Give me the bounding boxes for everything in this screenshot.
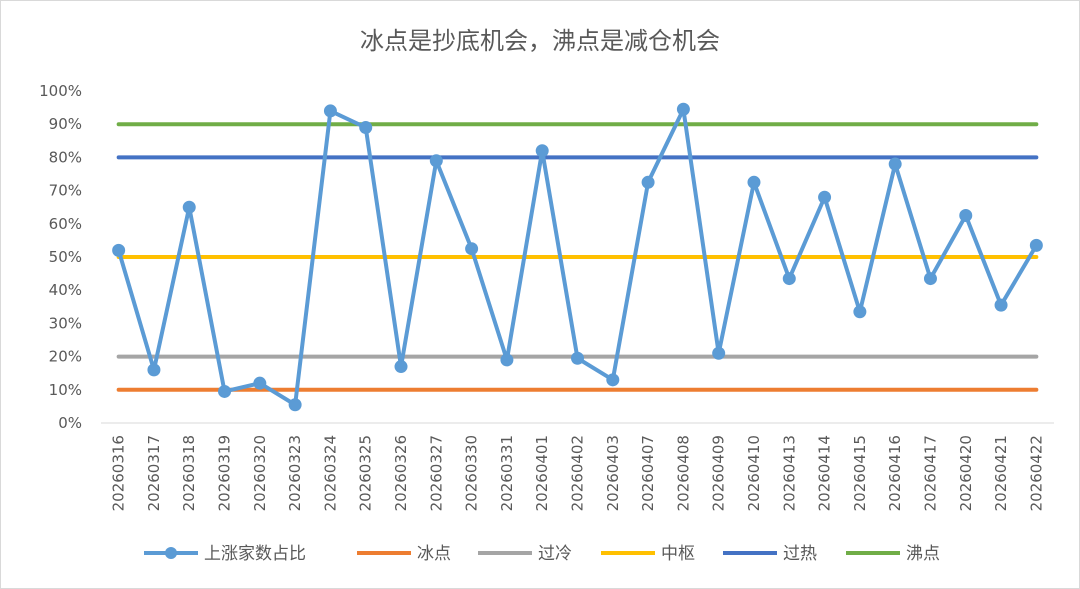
data-point <box>465 242 479 256</box>
data-point <box>959 209 973 222</box>
y-tick-label: 100% <box>39 82 82 100</box>
x-tick-label: 20260414 <box>816 435 834 511</box>
y-tick-label: 90% <box>49 115 82 133</box>
x-tick-label: 20260415 <box>851 435 869 511</box>
x-tick-label: 20260318 <box>180 435 198 511</box>
legend-label: 上涨家数占比 <box>204 544 306 564</box>
x-tick-label: 20260330 <box>463 435 481 511</box>
x-tick-label: 20260319 <box>216 435 234 511</box>
x-tick-label: 20260316 <box>110 435 128 511</box>
legend-label: 中枢 <box>661 544 695 564</box>
data-point <box>429 154 443 168</box>
x-tick-label: 20260331 <box>498 435 516 511</box>
x-tick-label: 20260403 <box>604 435 622 511</box>
legend-item: 冰点 <box>357 544 451 564</box>
y-tick-label: 40% <box>49 281 82 299</box>
x-tick-label: 20260402 <box>569 435 587 511</box>
legend-label: 过冷 <box>538 544 572 564</box>
x-tick-label: 20260325 <box>357 435 375 511</box>
y-tick-label: 60% <box>49 215 82 233</box>
data-point <box>535 144 549 158</box>
x-tick-label: 20260317 <box>145 435 163 511</box>
series-lines <box>112 102 1043 412</box>
data-point <box>288 398 302 412</box>
x-tick-label: 20260416 <box>886 435 904 511</box>
data-point <box>500 353 514 367</box>
x-axis: 20260316 20260317 20260318 20260319 20260320… <box>101 422 1054 511</box>
data-point <box>712 346 726 360</box>
y-tick-label: 80% <box>49 148 82 166</box>
x-tick-label: 20260422 <box>1027 435 1045 511</box>
data-point <box>888 157 902 171</box>
legend-item: 过冷 <box>478 544 572 564</box>
data-point <box>253 376 267 390</box>
data-point <box>818 190 832 204</box>
data-point <box>112 243 126 257</box>
x-tick-label: 20260413 <box>780 435 798 511</box>
series-上涨家数占比 <box>112 102 1043 412</box>
data-point <box>1029 238 1043 252</box>
data-point <box>571 351 584 365</box>
legend-item: 过热 <box>723 544 817 564</box>
legend-item: 上涨家数占比 <box>144 544 306 564</box>
y-axis-ticks: 0% 10% 20% 30% 40% 50% 60% 70% 80% 90% 100% <box>39 82 82 432</box>
data-point <box>853 305 867 319</box>
y-tick-label: 20% <box>49 348 82 366</box>
data-point <box>394 360 408 374</box>
data-point <box>218 384 232 398</box>
legend-label: 沸点 <box>906 544 940 564</box>
data-point <box>923 272 937 286</box>
x-tick-label: 20260401 <box>533 435 551 511</box>
x-tick-label: 20260421 <box>992 435 1010 511</box>
y-tick-label: 30% <box>49 314 82 332</box>
x-tick-label: 20260409 <box>710 435 728 511</box>
data-point <box>747 175 761 189</box>
y-tick-label: 70% <box>49 182 82 200</box>
legend: 上涨家数占比 冰点 过冷 中枢 过热 沸点 <box>144 544 940 564</box>
data-point <box>606 373 620 387</box>
data-point <box>641 175 655 189</box>
x-tick-label: 20260407 <box>639 435 657 511</box>
x-tick-label: 20260420 <box>957 435 975 511</box>
legend-item: 中枢 <box>601 544 695 564</box>
y-tick-label: 50% <box>49 248 82 266</box>
y-tick-label: 10% <box>49 381 82 399</box>
data-point <box>782 272 796 286</box>
legend-marker <box>165 547 177 559</box>
data-point <box>147 363 161 377</box>
x-tick-label: 20260327 <box>427 435 445 511</box>
legend-label: 过热 <box>783 544 817 564</box>
x-tick-label: 20260323 <box>286 435 304 511</box>
legend-label: 冰点 <box>417 544 451 564</box>
data-point <box>676 102 690 116</box>
x-tick-label: 20260408 <box>674 435 692 511</box>
data-point <box>323 104 337 118</box>
data-point <box>182 200 196 214</box>
x-tick-label: 20260324 <box>321 435 339 511</box>
chart-title: 冰点是抄底机会，沸点是减仓机会 <box>360 27 720 55</box>
x-tick-label: 20260417 <box>921 435 939 511</box>
x-tick-label: 20260320 <box>251 435 269 511</box>
y-tick-label: 0% <box>58 414 82 432</box>
data-point <box>994 298 1008 312</box>
x-tick-label: 20260410 <box>745 435 763 511</box>
legend-item: 沸点 <box>846 544 940 564</box>
data-point <box>359 121 373 135</box>
x-tick-label: 20260326 <box>392 435 410 511</box>
